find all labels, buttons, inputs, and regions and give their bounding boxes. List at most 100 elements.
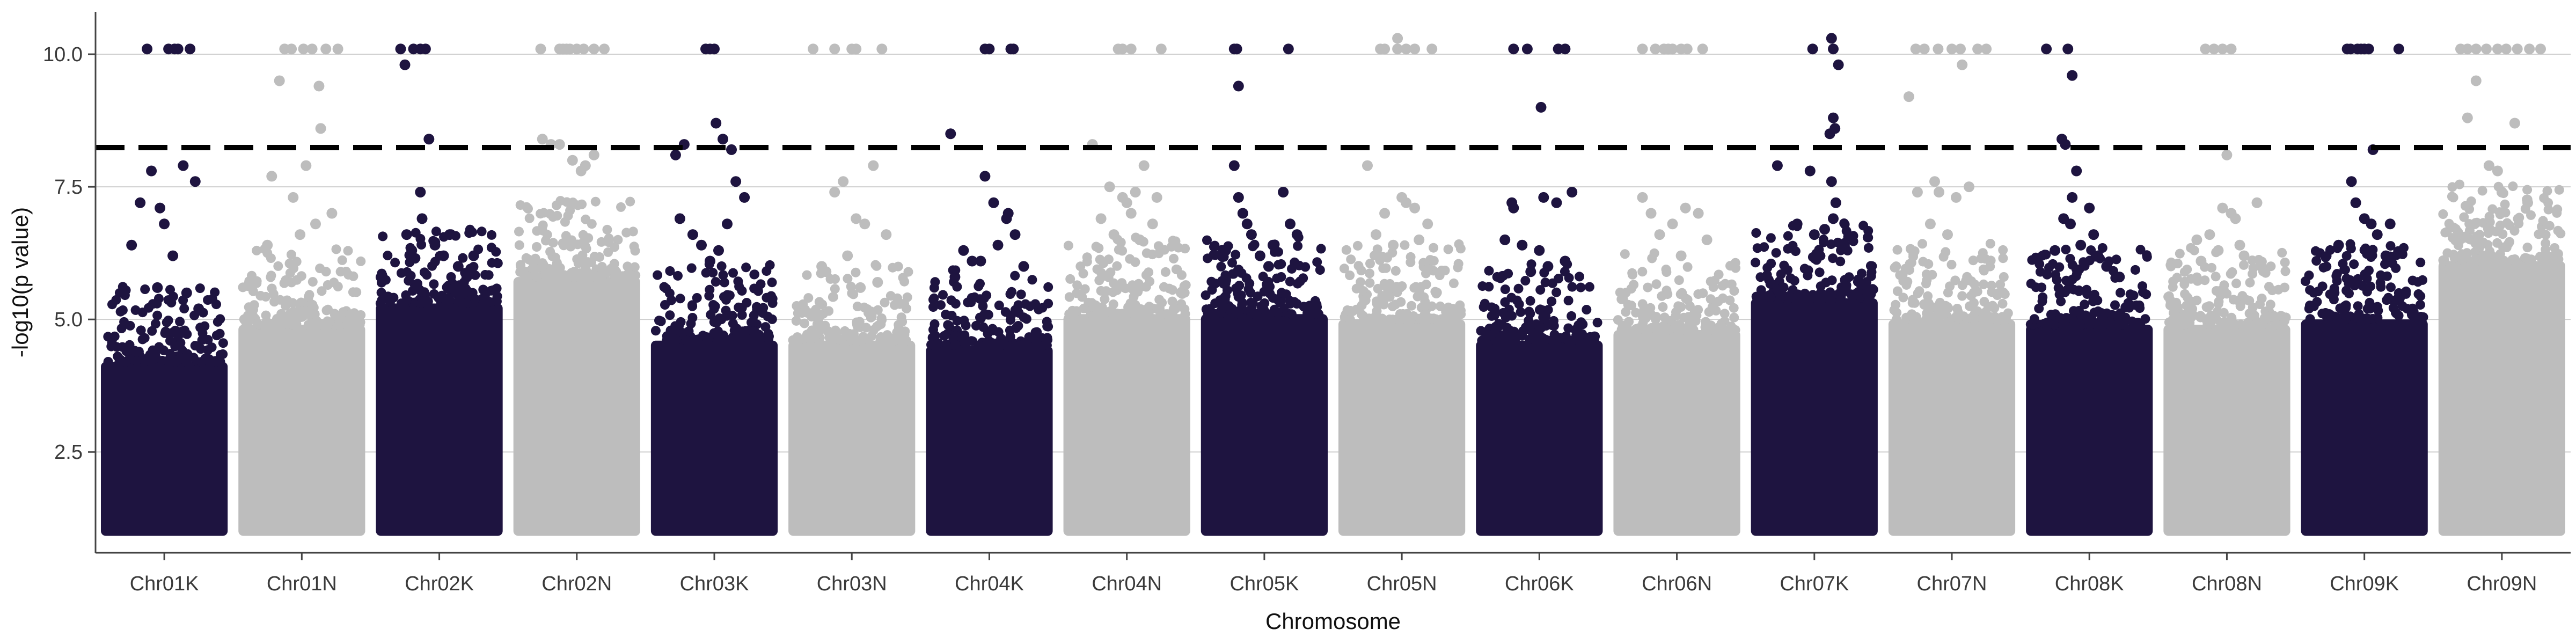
snp-point [1613,315,1623,325]
snp-point [1508,202,1519,214]
snp-point [323,280,333,290]
x-axis-title: Chromosome [1265,609,1401,634]
snp-point [152,282,163,293]
snp-point [2305,314,2315,324]
snp-point [2383,292,2394,303]
snp-point [1891,299,1901,310]
snp-point [1646,323,1657,333]
snp-point [824,306,834,316]
snp-point [262,248,273,258]
snp-point [2113,317,2123,327]
snp-point [1924,218,1936,230]
snp-point [1970,279,1980,289]
snp-point [1372,306,1382,316]
snp-point [1560,267,1570,277]
snp-point [1627,269,1637,280]
snp-point [554,139,565,150]
snp-point [1535,101,1547,113]
snp-point [2510,254,2520,264]
snp-point [1651,312,1662,322]
snp-point [742,298,752,308]
snp-point [1667,43,1678,55]
x-tick-label: Chr08K [2055,573,2124,595]
snp-point [573,200,583,210]
snp-point [872,321,882,332]
snp-point [737,326,748,336]
snp-point [1220,291,1231,301]
snp-point [1645,208,1657,219]
snp-point [136,325,146,335]
snp-point [1359,295,1369,305]
snp-point [2485,248,2496,259]
snp-density-band [1063,314,1190,536]
snp-point [1910,43,1921,55]
snp-point [602,224,612,235]
snp-point [2322,251,2332,261]
snp-point [2179,279,2190,289]
snp-point [304,291,313,302]
snp-point [1216,261,1226,272]
snp-point [660,300,670,310]
snp-point [274,75,285,86]
snp-point [210,287,220,297]
snp-point [741,262,751,273]
snp-point [1576,282,1586,292]
snp-point [737,310,747,320]
snp-point [536,209,545,219]
snp-point [422,270,432,280]
snp-point [532,242,541,252]
snp-point [1411,282,1421,292]
snp-point [2380,259,2390,269]
snp-point [1154,295,1165,305]
snp-point [1087,298,1097,308]
snp-point [2535,43,2546,55]
snp-point [2058,213,2069,224]
snp-point [2067,274,2077,284]
snp-point [1227,258,1237,268]
snp-point [267,283,277,294]
snp-point [829,43,840,55]
snp-point [2366,252,2376,262]
snp-point [1961,276,1971,286]
snp-point [1446,312,1456,323]
snp-point [189,176,201,187]
snp-point [1616,294,1627,304]
snp-point [1432,288,1442,298]
snp-point [1690,316,1701,326]
snp-point [2350,197,2361,208]
snp-point [2099,316,2109,326]
snp-point [528,258,538,268]
x-tick-label: Chr05N [1367,573,1437,595]
snp-point [2470,219,2480,229]
snp-point [837,334,847,344]
snp-point [872,261,882,271]
snp-point [2440,228,2450,238]
snp-point [1391,266,1401,276]
snp-point [2455,252,2465,262]
snp-point [763,328,773,339]
snp-point [2075,319,2085,330]
snp-point [458,253,468,263]
snp-point [2438,209,2448,219]
x-tick-label: Chr03K [680,573,749,595]
snp-point [1345,314,1355,325]
snp-point [899,330,910,340]
snp-point [130,305,141,315]
snp-point [1121,283,1131,294]
snp-point [1007,287,1016,297]
snp-point [1382,253,1392,263]
snp-point [1151,192,1162,203]
snp-point [1913,288,1923,298]
snp-point [1807,43,1818,55]
snp-point [2322,261,2332,272]
snp-point [1104,181,1115,193]
snp-point [404,275,414,286]
snp-point [2492,43,2503,55]
snp-point [2391,263,2401,273]
snp-point [2376,282,2386,292]
snp-point [1999,272,2009,282]
snp-point [2467,256,2477,266]
snp-point [1730,325,1740,335]
snp-point [1263,261,1274,272]
snp-point [1828,112,1839,123]
